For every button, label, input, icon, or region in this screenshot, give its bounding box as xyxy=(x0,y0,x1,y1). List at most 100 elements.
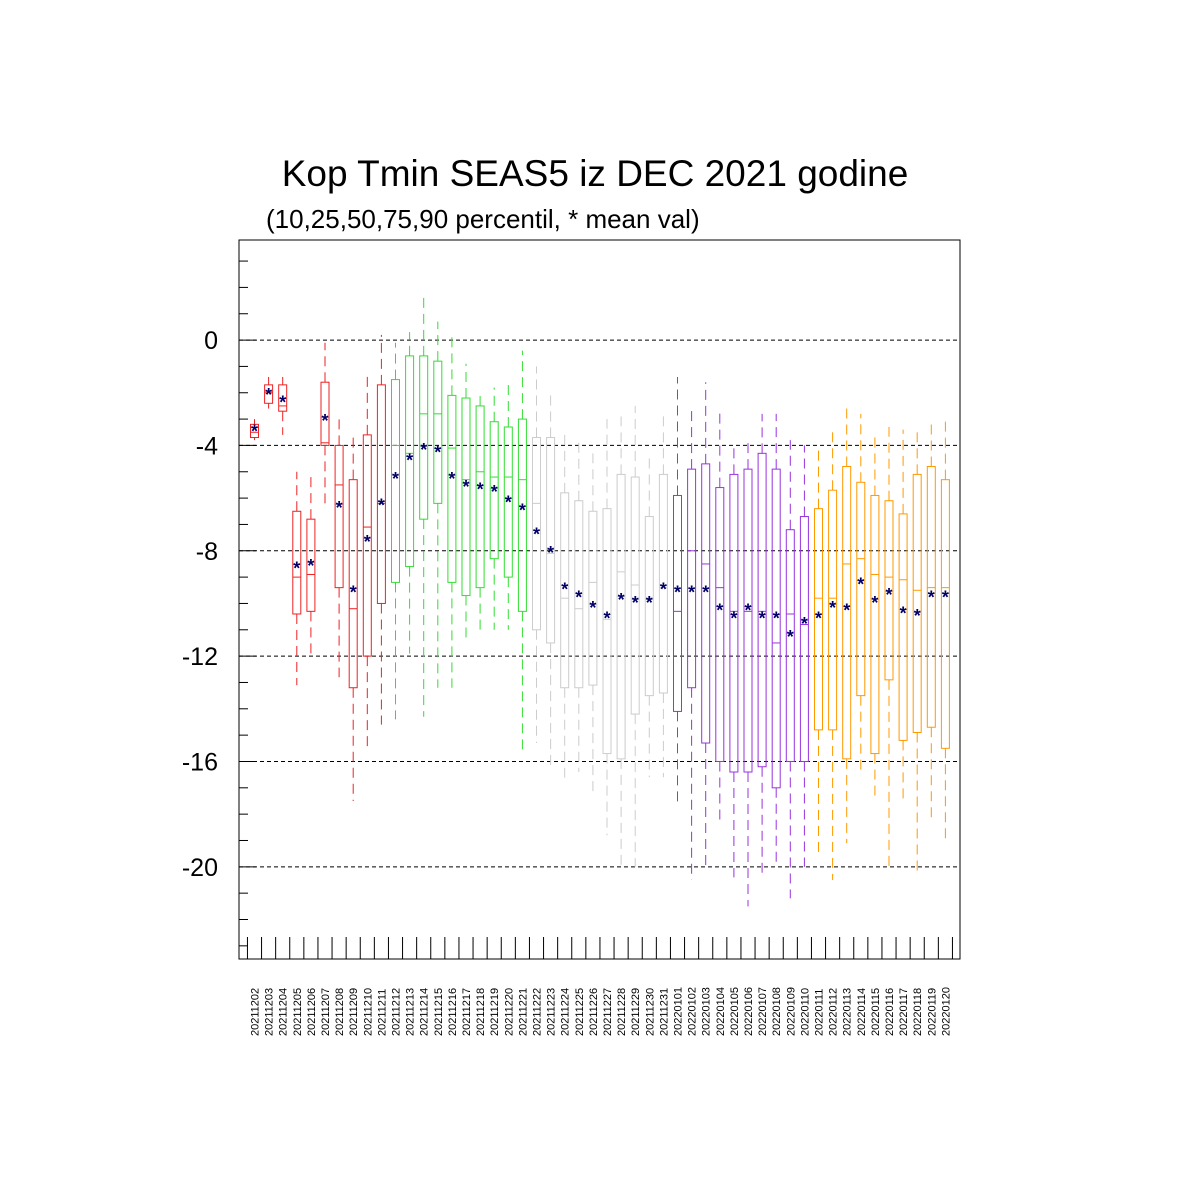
box xyxy=(799,516,809,762)
box xyxy=(729,473,739,773)
box xyxy=(292,510,302,615)
y-tick-label: -16 xyxy=(182,748,218,776)
x-tick-label: 20211228 xyxy=(616,988,628,1036)
box xyxy=(912,473,922,734)
mean-marker: * xyxy=(251,422,258,442)
box xyxy=(362,434,372,657)
mean-marker: * xyxy=(885,585,892,605)
mean-marker: * xyxy=(321,411,328,431)
x-tick-label: 20220114 xyxy=(856,988,868,1036)
x-tick-label: 20211210 xyxy=(362,988,374,1036)
x-tick-label: 20211219 xyxy=(489,988,501,1036)
chart-subtitle: (10,25,50,75,90 percentil, * mean val) xyxy=(266,204,700,234)
x-tick-label: 20220117 xyxy=(898,988,910,1036)
x-tick-label: 20220108 xyxy=(771,987,783,1036)
box xyxy=(828,489,838,731)
box xyxy=(503,426,513,578)
x-tick-label: 20211202 xyxy=(250,988,262,1036)
x-tick-label: 20211227 xyxy=(602,988,614,1036)
box xyxy=(673,494,682,712)
mean-marker: * xyxy=(448,469,455,489)
mean-marker: * xyxy=(265,385,272,405)
mean-marker: * xyxy=(462,477,469,497)
x-tick-label: 20211222 xyxy=(532,988,544,1036)
grid-lines xyxy=(239,339,960,868)
boxes xyxy=(250,292,950,907)
mean-marker: * xyxy=(420,440,427,460)
mean-marker: * xyxy=(392,469,399,489)
x-tick-label: 20220105 xyxy=(729,987,741,1036)
mean-marker: * xyxy=(744,601,751,621)
x-tick-label: 20211214 xyxy=(419,988,431,1036)
mean-marker: * xyxy=(716,601,723,621)
box xyxy=(814,508,823,731)
mean-marker: * xyxy=(279,393,286,413)
box xyxy=(701,463,711,744)
box xyxy=(334,444,344,589)
box xyxy=(546,437,556,644)
y-tick-label: -4 xyxy=(196,432,218,460)
mean-marker: * xyxy=(533,524,540,544)
box xyxy=(447,394,457,583)
box xyxy=(602,508,612,755)
mean-marker: * xyxy=(773,609,780,629)
x-tick-label: 20211226 xyxy=(588,988,600,1036)
box xyxy=(687,468,697,689)
mean-marker: * xyxy=(646,593,653,613)
box xyxy=(348,479,358,689)
mean-marker: * xyxy=(759,609,766,629)
box xyxy=(306,518,316,612)
x-tick-label: 20220119 xyxy=(926,988,938,1036)
x-tick-label: 20211223 xyxy=(546,988,558,1036)
box xyxy=(475,405,485,589)
x-tick-label: 20220102 xyxy=(687,987,699,1036)
x-tick-label: 20220101 xyxy=(673,987,685,1036)
mean-marker: * xyxy=(801,614,808,634)
mean-marker: * xyxy=(632,593,639,613)
x-tick-label: 20220103 xyxy=(701,987,713,1036)
mean-marker: * xyxy=(815,609,822,629)
x-tick-label: 20211211 xyxy=(376,989,388,1036)
x-tick-label: 20211204 xyxy=(278,988,290,1036)
box xyxy=(264,384,274,404)
mean-marker: * xyxy=(843,601,850,621)
box xyxy=(785,529,795,762)
mean-marker: * xyxy=(307,556,314,576)
x-tick-label: 20220113 xyxy=(842,988,854,1036)
box xyxy=(884,500,894,681)
x-tick-label: 20211206 xyxy=(306,988,318,1036)
chart-title: Kop Tmin SEAS5 iz DEC 2021 godine xyxy=(282,153,909,194)
mean-marker: * xyxy=(702,582,709,602)
mean-marker: * xyxy=(674,582,681,602)
x-tick-label: 20211230 xyxy=(644,988,656,1036)
x-tick-label: 20211218 xyxy=(475,988,487,1036)
y-tick-label: -12 xyxy=(182,643,218,671)
y-tick-label: 0 xyxy=(204,327,218,355)
box xyxy=(320,381,330,446)
x-tick-label: 20211224 xyxy=(560,988,572,1036)
box xyxy=(489,421,499,560)
mean-markers: * * * * * * * * * * * * * * * * * * * * * * * * * * * * * * * * * * * * * * * *… xyxy=(251,385,949,647)
mean-marker: * xyxy=(660,580,667,600)
mean-marker: * xyxy=(942,588,949,608)
x-tick-label: 20211220 xyxy=(503,988,515,1036)
x-tick-label: 20220118 xyxy=(912,988,924,1036)
x-tick-label: 20211207 xyxy=(320,988,332,1036)
box xyxy=(870,494,880,755)
mean-marker: * xyxy=(505,493,512,513)
box xyxy=(433,360,443,504)
box xyxy=(842,465,852,760)
mean-marker: * xyxy=(364,532,371,552)
mean-marker: * xyxy=(378,495,385,515)
box xyxy=(630,476,640,715)
x-tick-label: 20220107 xyxy=(757,987,769,1036)
mean-marker: * xyxy=(491,482,498,502)
box xyxy=(616,473,626,760)
x-tick-label: 20220116 xyxy=(884,988,896,1036)
x-tick-label: 20211208 xyxy=(334,988,346,1036)
mean-marker: * xyxy=(477,480,484,500)
mean-marker: * xyxy=(829,598,836,618)
x-tick-label: 20211215 xyxy=(433,988,445,1036)
